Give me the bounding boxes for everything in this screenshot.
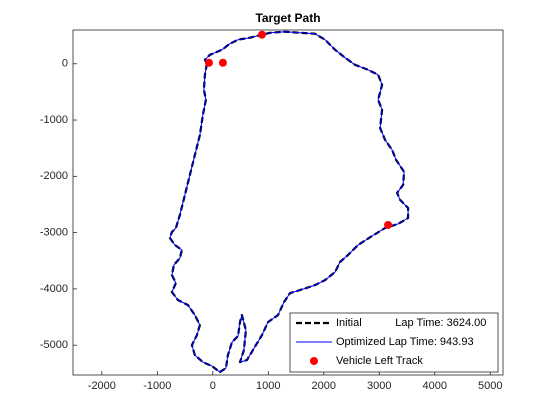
y-tick-label: -1000 (40, 114, 68, 126)
path-line (169, 31, 409, 373)
legend-label: Initial Lap Time: 3624.00 (336, 317, 486, 329)
x-tick-label: -1000 (143, 380, 171, 392)
y-tick-label: -3000 (40, 227, 68, 239)
marker (384, 220, 393, 229)
marker (204, 58, 213, 67)
x-tick-label: 2000 (312, 380, 336, 392)
y-tick-label: -5000 (40, 339, 68, 351)
marker (218, 58, 227, 67)
x-tick-label: 0 (210, 380, 216, 392)
y-tick-label: 0 (62, 58, 68, 70)
y-tick-label: -4000 (40, 283, 68, 295)
x-tick-label: -2000 (88, 380, 116, 392)
x-tick-label: 5000 (478, 380, 502, 392)
legend-label: Optimized Lap Time: 943.93 (336, 336, 474, 348)
x-tick-label: 3000 (367, 380, 391, 392)
y-tick-label: -2000 (40, 170, 68, 182)
legend-swatch (310, 357, 318, 365)
legend-label: Vehicle Left Track (336, 355, 423, 367)
x-tick-label: 4000 (423, 380, 447, 392)
marker (257, 30, 266, 39)
x-tick-label: 1000 (256, 380, 280, 392)
chart-title: Target Path (255, 11, 320, 25)
